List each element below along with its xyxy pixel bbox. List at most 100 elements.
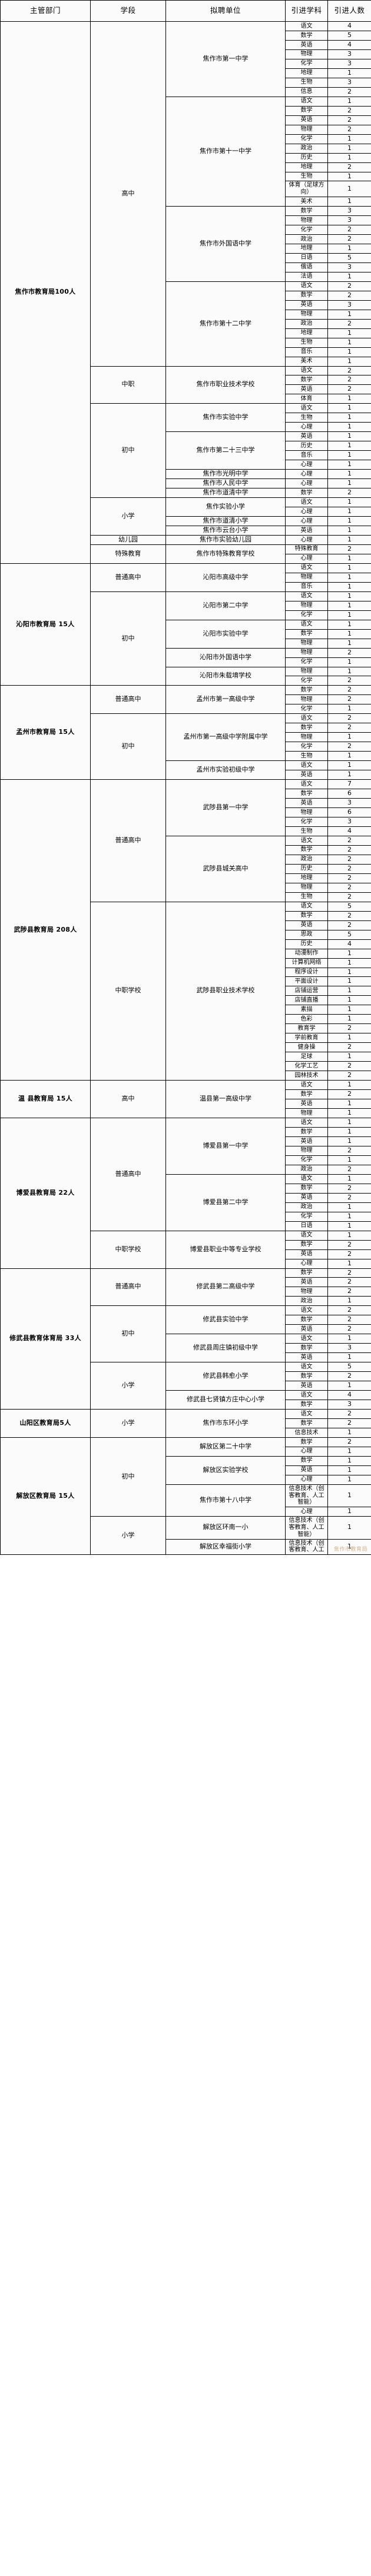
table-row: 美术 1 xyxy=(1,197,371,207)
table-row: 英语 2 xyxy=(1,1324,371,1335)
cell-count: 2 xyxy=(327,105,371,116)
table-row: 物理 2 xyxy=(1,1145,371,1156)
cell-subject: 语文 xyxy=(285,403,328,414)
cell-subject: 心理 xyxy=(285,534,328,545)
cell-subject: 化学工艺 xyxy=(285,1061,328,1072)
cell-stage: 特殊教育 xyxy=(90,544,166,564)
cell-subject: 地理 xyxy=(285,162,328,172)
table-row: 小学 修武县韩愈小学 语文 5 xyxy=(1,1362,371,1410)
table-row: 心理 1 xyxy=(1,1474,371,1485)
cell-count: 1 xyxy=(327,1108,371,1118)
cell-count: 1 xyxy=(327,431,371,442)
cell-count: 1 xyxy=(327,770,371,780)
cell-subject: 物理 xyxy=(285,807,328,817)
cell-count: 2 xyxy=(327,365,371,376)
cell-count: 1 xyxy=(327,1155,371,1165)
cell-unit: 孟州市第一高级中学附属中学 xyxy=(165,713,286,762)
cell-unit: 焦作市第十八中学 xyxy=(165,1484,286,1517)
cell-count: 1 xyxy=(327,1296,371,1307)
cell-subject: 语文 xyxy=(285,1118,328,1128)
table-row: 生物 1 xyxy=(1,413,371,423)
cell-subject: 心理 xyxy=(285,460,328,470)
table-row: 素描 1 xyxy=(1,1005,371,1015)
cell-count: 1 xyxy=(327,1005,371,1015)
cell-count: 1 xyxy=(327,507,371,517)
table-row: 沁阳市实验中学 语文 1 xyxy=(1,619,371,649)
cell-count: 6 xyxy=(327,807,371,817)
cell-count: 2 xyxy=(327,1145,371,1156)
cell-subject: 数学 xyxy=(285,375,328,385)
cell-subject: 信息技术 xyxy=(285,1427,328,1438)
cell-subject: 信息技术（创客教育、人工智能） xyxy=(285,1484,328,1508)
cell-count: 5 xyxy=(327,929,371,940)
cell-count: 1 xyxy=(327,134,371,144)
cell-unit: 修武县第二高级中学 xyxy=(165,1268,286,1307)
cell-count: 2 xyxy=(327,124,371,135)
table-row: 焦作市第十八中学 信息技术（创客教育、人工智能） 1 xyxy=(1,1484,371,1517)
cell-subject: 英语 xyxy=(285,1465,328,1475)
cell-subject: 店铺直播 xyxy=(285,995,328,1006)
table-row: 教育学 2 xyxy=(1,1023,371,1034)
table-row: 俄语 3 xyxy=(1,262,371,272)
cell-count: 2 xyxy=(327,713,371,724)
cell-unit: 沁阳市外国语中学 xyxy=(165,647,286,667)
cell-subject: 语文 xyxy=(285,1080,328,1091)
cell-count: 1 xyxy=(327,356,371,367)
table-row: 数学 3 xyxy=(1,1400,371,1410)
cell-subject: 数学 xyxy=(285,1418,328,1428)
cell-count: 1 xyxy=(327,497,371,508)
cell-subject: 数学 xyxy=(285,1315,328,1325)
cell-department: 焦作市教育局100人 xyxy=(0,21,91,564)
cell-subject: 色彩 xyxy=(285,1014,328,1025)
cell-subject: 数学 xyxy=(285,1400,328,1410)
cell-subject: 化学 xyxy=(285,676,328,686)
cell-subject: 物理 xyxy=(285,49,328,59)
table-row: 化学 1 xyxy=(1,610,371,620)
cell-subject: 动漫制作 xyxy=(285,948,328,959)
table-row: 特殊教育 焦作市特殊教育学校 特殊教育 2 xyxy=(1,544,371,564)
cell-subject: 物理 xyxy=(285,1287,328,1297)
table-row: 化学 3 xyxy=(1,817,371,827)
column-header-unit: 拟聘单位 xyxy=(165,0,286,22)
cell-subject: 化学 xyxy=(285,1211,328,1222)
cell-subject: 心理 xyxy=(285,1474,328,1485)
cell-department: 温 县教育局 15人 xyxy=(0,1080,91,1118)
cell-count: 1 xyxy=(327,553,371,564)
table-row: 音乐 1 xyxy=(1,347,371,357)
table-row: 解放区实验学校 数学 1 xyxy=(1,1455,371,1485)
cell-subject: 物理 xyxy=(285,124,328,135)
cell-department: 修武县教育体育局 33人 xyxy=(0,1268,91,1410)
cell-subject: 英语 xyxy=(285,1136,328,1146)
cell-subject: 数学 xyxy=(285,290,328,301)
table-row: 数学 6 xyxy=(1,789,371,799)
cell-count: 5 xyxy=(327,901,371,912)
cell-count: 2 xyxy=(327,1371,371,1382)
cell-unit: 武陟县第一中学 xyxy=(165,779,286,836)
cell-subject: 信息 xyxy=(285,87,328,97)
cell-subject: 政治 xyxy=(285,1296,328,1307)
cell-unit: 焦作市第一中学 xyxy=(165,21,286,97)
cell-count: 1 xyxy=(327,976,371,987)
cell-count: 2 xyxy=(327,1023,371,1034)
table-row: 物理 2 xyxy=(1,882,371,893)
column-header-count: 引进人数 xyxy=(327,0,371,22)
cell-subject: 英语 xyxy=(285,39,328,50)
cell-count: 2 xyxy=(327,544,371,554)
table-row: 地理 1 xyxy=(1,68,371,78)
table-row: 生物 1 xyxy=(1,337,371,348)
cell-count: 3 xyxy=(327,77,371,88)
table-row: 焦作市光明中学 心理 1 xyxy=(1,469,371,480)
cell-count: 3 xyxy=(327,798,371,809)
cell-subject: 政治 xyxy=(285,234,328,244)
cell-count: 2 xyxy=(327,1324,371,1335)
cell-subject: 数学 xyxy=(285,1239,328,1250)
cell-count: 2 xyxy=(327,742,371,752)
table-row: 数学 2 xyxy=(1,1089,371,1100)
cell-subject: 英语 xyxy=(285,1277,328,1288)
cell-subject: 历史 xyxy=(285,152,328,163)
cell-subject: 英语 xyxy=(285,1249,328,1259)
cell-subject: 语文 xyxy=(285,901,328,912)
cell-stage: 高中 xyxy=(90,1080,166,1118)
cell-subject: 英语 xyxy=(285,431,328,442)
cell-count: 1 xyxy=(327,751,371,762)
